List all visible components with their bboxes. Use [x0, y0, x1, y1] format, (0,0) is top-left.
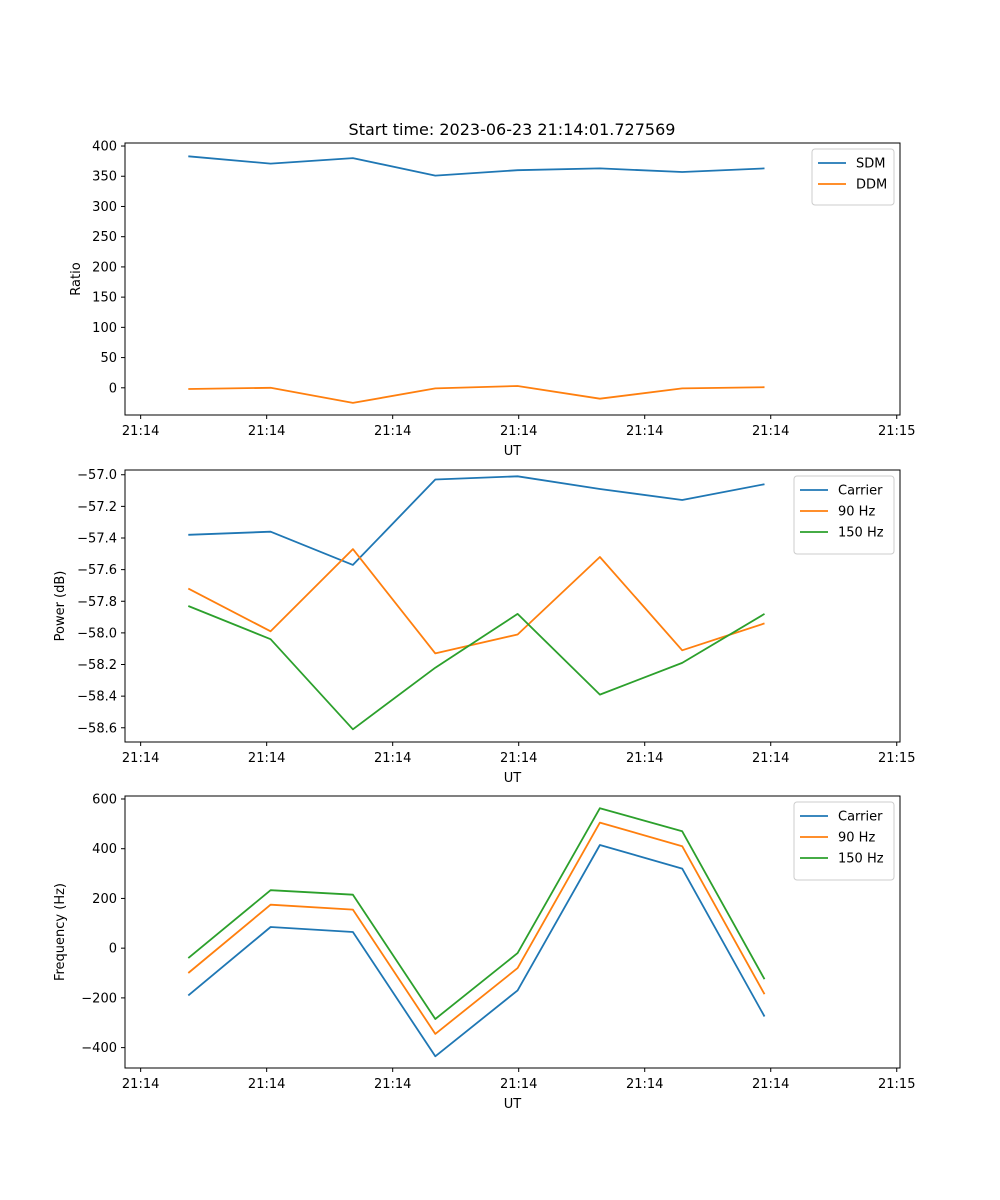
- x-tick-label: 21:15: [878, 751, 915, 766]
- y-tick-label: −58.0: [77, 626, 117, 641]
- series-line-ddm: [188, 385, 765, 404]
- chart-panel-1: 21:14 21:14 21:14 21:14 21:14 21:14 21:15 0 50 10…: [69, 140, 915, 459]
- y-tick-label: 300: [92, 200, 117, 215]
- axes-frame: [124, 142, 901, 416]
- series-line-90-hz: [187, 821, 766, 1035]
- axes-frame: [124, 795, 901, 1069]
- series-line-90-hz: [187, 548, 765, 655]
- x-tick-label: 21:15: [878, 424, 915, 439]
- legend-label: Carrier: [838, 810, 883, 825]
- x-tick-label: 21:14: [374, 424, 411, 439]
- y-tick-label: −57.4: [77, 532, 117, 547]
- series-line-carrier: [187, 844, 766, 1058]
- legend-label: 90 Hz: [838, 505, 875, 520]
- y-tick-label: 350: [92, 170, 117, 185]
- x-tick-label: 21:14: [626, 424, 663, 439]
- y-tick-label: −57.8: [77, 595, 117, 610]
- axes-frame: [124, 469, 901, 743]
- y-tick-label: 150: [92, 291, 117, 306]
- y-tick-label: −400: [81, 1041, 117, 1056]
- legend-label: SDM: [856, 157, 885, 172]
- x-tick-label: 21:14: [248, 424, 285, 439]
- x-tick-label: 21:14: [500, 751, 537, 766]
- y-axis-label: Frequency (Hz): [53, 883, 68, 981]
- x-tick-label: 21:14: [248, 751, 285, 766]
- x-tick-label: 21:14: [752, 1077, 789, 1092]
- legend-box: [793, 801, 895, 881]
- y-tick-label: −58.4: [77, 690, 117, 705]
- y-tick-label: 400: [92, 842, 117, 857]
- legend-label: 90 Hz: [838, 831, 875, 846]
- x-axis-label: UT: [504, 1097, 522, 1112]
- x-axis-label: UT: [504, 444, 522, 459]
- y-tick-label: 400: [92, 140, 117, 155]
- y-tick-label: 600: [92, 792, 117, 807]
- y-tick-label: 100: [92, 321, 117, 336]
- legend-label: 150 Hz: [838, 526, 884, 541]
- x-tick-label: 21:14: [752, 424, 789, 439]
- legend-label: 150 Hz: [838, 852, 884, 867]
- x-tick-label: 21:15: [878, 1077, 915, 1092]
- y-tick-label: 0: [109, 942, 117, 957]
- y-tick-label: 200: [92, 260, 117, 275]
- x-tick-label: 21:14: [122, 424, 159, 439]
- y-tick-label: −200: [81, 991, 117, 1006]
- x-tick-label: 21:14: [122, 1077, 159, 1092]
- x-tick-label: 21:14: [500, 1077, 537, 1092]
- x-tick-label: 21:14: [626, 751, 663, 766]
- y-tick-label: −57.6: [77, 563, 117, 578]
- x-tick-label: 21:14: [374, 751, 411, 766]
- legend-box: [793, 475, 895, 555]
- series-line-150-hz: [187, 807, 766, 1020]
- y-axis-label: Power (dB): [53, 571, 68, 642]
- y-tick-label: −58.2: [77, 658, 117, 673]
- y-tick-label: 50: [100, 351, 117, 366]
- series-line-150-hz: [187, 605, 765, 731]
- x-tick-label: 21:14: [122, 751, 159, 766]
- y-tick-label: 250: [92, 230, 117, 245]
- legend: Carrier 90 Hz 150 Hz: [793, 475, 895, 555]
- y-tick-label: −57.0: [77, 468, 117, 483]
- y-axis-label: Ratio: [69, 262, 84, 295]
- legend-label: DDM: [856, 178, 887, 193]
- series-line-sdm: [188, 155, 765, 177]
- y-tick-label: 0: [109, 381, 117, 396]
- chart-panel-2: 21:14 21:14 21:14 21:14 21:14 21:14 21:15 −58.6…: [53, 468, 915, 786]
- legend: Carrier 90 Hz 150 Hz: [793, 801, 895, 881]
- x-tick-label: 21:14: [248, 1077, 285, 1092]
- x-tick-label: 21:14: [752, 751, 789, 766]
- chart-panel-3: 21:14 21:14 21:14 21:14 21:14 21:14 21:15 −400 −…: [53, 792, 915, 1112]
- x-axis-label: UT: [504, 771, 522, 786]
- legend-label: Carrier: [838, 484, 883, 499]
- y-tick-label: −57.2: [77, 500, 117, 515]
- x-tick-label: 21:14: [374, 1077, 411, 1092]
- figure-title: Start time: 2023-06-23 21:14:01.727569: [349, 120, 676, 139]
- x-tick-label: 21:14: [500, 424, 537, 439]
- y-tick-label: 200: [92, 892, 117, 907]
- series-line-carrier: [188, 475, 765, 566]
- x-tick-label: 21:14: [626, 1077, 663, 1092]
- legend: SDM DDM: [811, 148, 895, 206]
- y-tick-label: −58.6: [77, 721, 117, 736]
